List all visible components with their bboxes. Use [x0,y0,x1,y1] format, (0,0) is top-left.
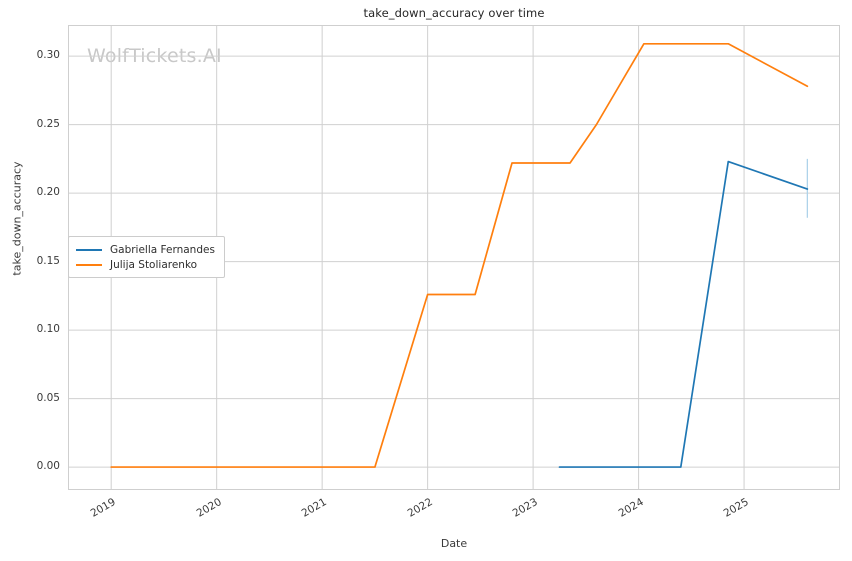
x-tick-label: 2024 [616,496,646,520]
series-line-julija-stoliarenko [110,42,809,468]
y-tick-label: 0.20 [36,186,60,199]
series-line-gabriella-fernandes [558,160,809,468]
y-tick-label: 0.25 [36,117,60,130]
y-axis-ticks: 0.00 0.05 0.10 0.15 0.20 0.25 0.30 [0,25,60,490]
y-tick-label: 0.15 [36,254,60,267]
legend-swatch-icon [76,263,102,266]
y-axis-label: take_down_accuracy [10,161,24,276]
y-tick-label: 0.10 [36,323,60,336]
x-tick-label: 2020 [194,496,224,520]
x-tick-label: 2022 [405,496,435,520]
legend-label: Julija Stoliarenko [110,258,198,271]
y-tick-label: 0.00 [36,460,60,473]
chart-legend: Gabriella Fernandes Julija Stoliarenko [68,236,225,278]
x-tick-label: 2021 [299,496,329,520]
legend-item: Gabriella Fernandes [76,242,215,257]
x-tick-label: 2023 [510,496,540,520]
x-tick-label: 2019 [88,496,118,520]
x-tick-label: 2025 [721,496,751,520]
y-tick-label: 0.30 [36,49,60,62]
legend-item: Julija Stoliarenko [76,257,215,272]
x-axis-ticks: 2019 2020 2021 2022 2023 2024 2025 [68,490,840,535]
legend-swatch-icon [76,248,102,251]
plot-svg [69,26,839,489]
legend-label: Gabriella Fernandes [110,243,215,256]
y-tick-label: 0.05 [36,391,60,404]
chart-title: take_down_accuracy over time [363,6,545,20]
x-axis-label: Date [440,537,468,550]
